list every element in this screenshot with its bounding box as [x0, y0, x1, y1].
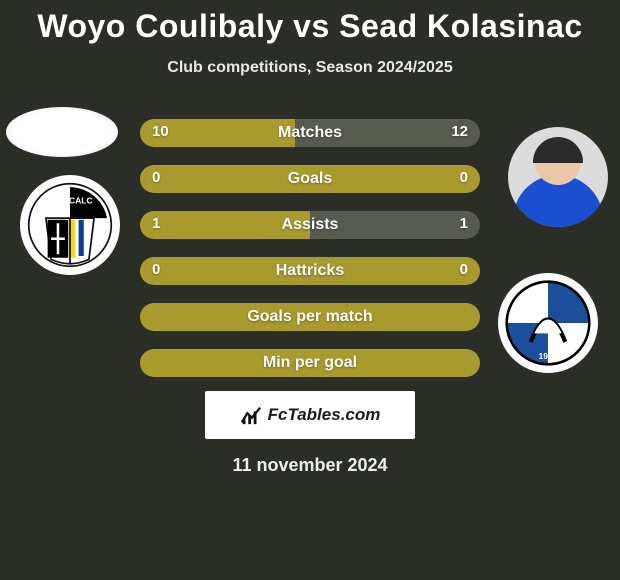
bar-left-half — [140, 303, 480, 331]
brand-label: FcTables.com — [268, 405, 381, 425]
player-left-avatar — [6, 107, 118, 157]
club-right-crest: 1907 — [498, 273, 598, 373]
svg-text:1907: 1907 — [538, 351, 557, 361]
bar-right-half — [310, 211, 480, 239]
player-right-avatar — [508, 127, 608, 227]
stat-row: Min per goal — [140, 349, 480, 377]
stat-row: Goals per match — [140, 303, 480, 331]
svg-text:RMA CALC: RMA CALC — [47, 196, 93, 206]
bar-left-half — [140, 257, 480, 285]
stat-row: Hattricks00 — [140, 257, 480, 285]
stat-row: Matches1012 — [140, 119, 480, 147]
bar-left-half — [140, 165, 480, 193]
subtitle: Club competitions, Season 2024/2025 — [0, 59, 620, 77]
bar-left-half — [140, 211, 310, 239]
bar-left-half — [140, 119, 295, 147]
bar-right-half — [295, 119, 480, 147]
brand-box: FcTables.com — [205, 391, 415, 439]
chart-icon — [240, 404, 262, 426]
date-label: 11 november 2024 — [0, 455, 620, 476]
atalanta-crest-icon: 1907 — [505, 280, 591, 366]
page-title: Woyo Coulibaly vs Sead Kolasinac — [0, 0, 620, 45]
bar-left-half — [140, 349, 480, 377]
comparison-area: RMA CALC 1 — [0, 107, 620, 387]
parma-crest-icon: RMA CALC — [27, 182, 113, 268]
club-left-crest: RMA CALC — [20, 175, 120, 275]
stat-bars: Matches1012 Goals00 Assists11 Hattricks00 Go… — [140, 119, 480, 395]
stat-row: Goals00 — [140, 165, 480, 193]
stat-row: Assists11 — [140, 211, 480, 239]
